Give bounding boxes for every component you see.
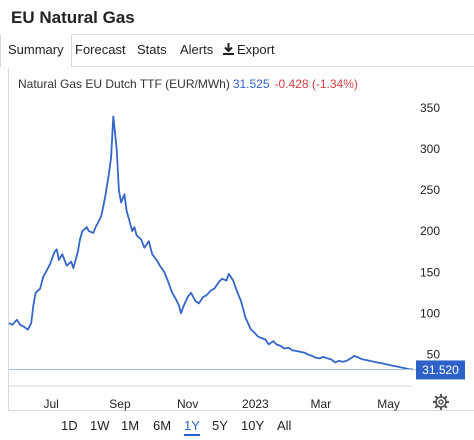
y-tick-label: 250 — [420, 183, 440, 197]
tab-summary[interactable]: Summary — [0, 34, 72, 67]
page-title: EU Natural Gas — [11, 8, 135, 27]
instrument-name: Natural Gas EU Dutch TTF (EUR/MWh) — [18, 77, 230, 91]
tab-stats[interactable]: Stats — [137, 42, 167, 57]
range-all[interactable]: All — [277, 418, 292, 433]
chart-panel — [8, 68, 474, 411]
y-tick-label: 50 — [427, 347, 441, 361]
y-tick-label: 200 — [420, 224, 440, 238]
download-icon — [223, 43, 234, 55]
price-change: -0.428 (-1.34%) — [274, 77, 358, 91]
range-6m[interactable]: 6M — [153, 418, 172, 433]
x-tick-label: Jul — [44, 397, 59, 411]
last-price-tag-label: 31.520 — [422, 363, 459, 377]
last-price: 31.525 — [232, 77, 270, 91]
price-line — [8, 115, 414, 371]
x-tick-label: May — [377, 397, 400, 411]
tab-alerts[interactable]: Alerts — [180, 42, 214, 57]
y-tick-label: 300 — [420, 142, 440, 156]
quote-header: Natural Gas EU Dutch TTF (EUR/MWh) 31.525… — [18, 77, 358, 91]
range-1w[interactable]: 1W — [90, 418, 110, 433]
y-tick-label: 350 — [420, 101, 440, 115]
tab-export[interactable]: Export — [223, 34, 275, 66]
y-tick-label: 150 — [420, 265, 440, 279]
x-tick-label: Nov — [177, 397, 198, 411]
x-tick-label: Sep — [109, 397, 131, 411]
last-price-tag — [416, 360, 465, 380]
range-1m[interactable]: 1M — [121, 418, 140, 433]
range-10y[interactable]: 10Y — [241, 418, 265, 433]
range-1y[interactable]: 1Y — [184, 418, 200, 436]
x-tick-label: Mar — [311, 397, 332, 411]
range-1d[interactable]: 1D — [61, 418, 78, 433]
tab-export-label: Export — [237, 42, 275, 57]
y-tick-label: 100 — [420, 306, 440, 320]
gear-icon[interactable] — [433, 394, 449, 410]
tab-bar: Summary Forecast Stats Alerts Export — [0, 34, 474, 67]
x-tick-label: 2023 — [242, 397, 269, 411]
title-bar: EU Natural Gas — [0, 0, 474, 35]
range-selector: 1D 1W 1M 6M 1Y 5Y 10Y All — [0, 418, 474, 440]
tab-forecast[interactable]: Forecast — [75, 42, 126, 57]
range-5y[interactable]: 5Y — [212, 418, 228, 433]
